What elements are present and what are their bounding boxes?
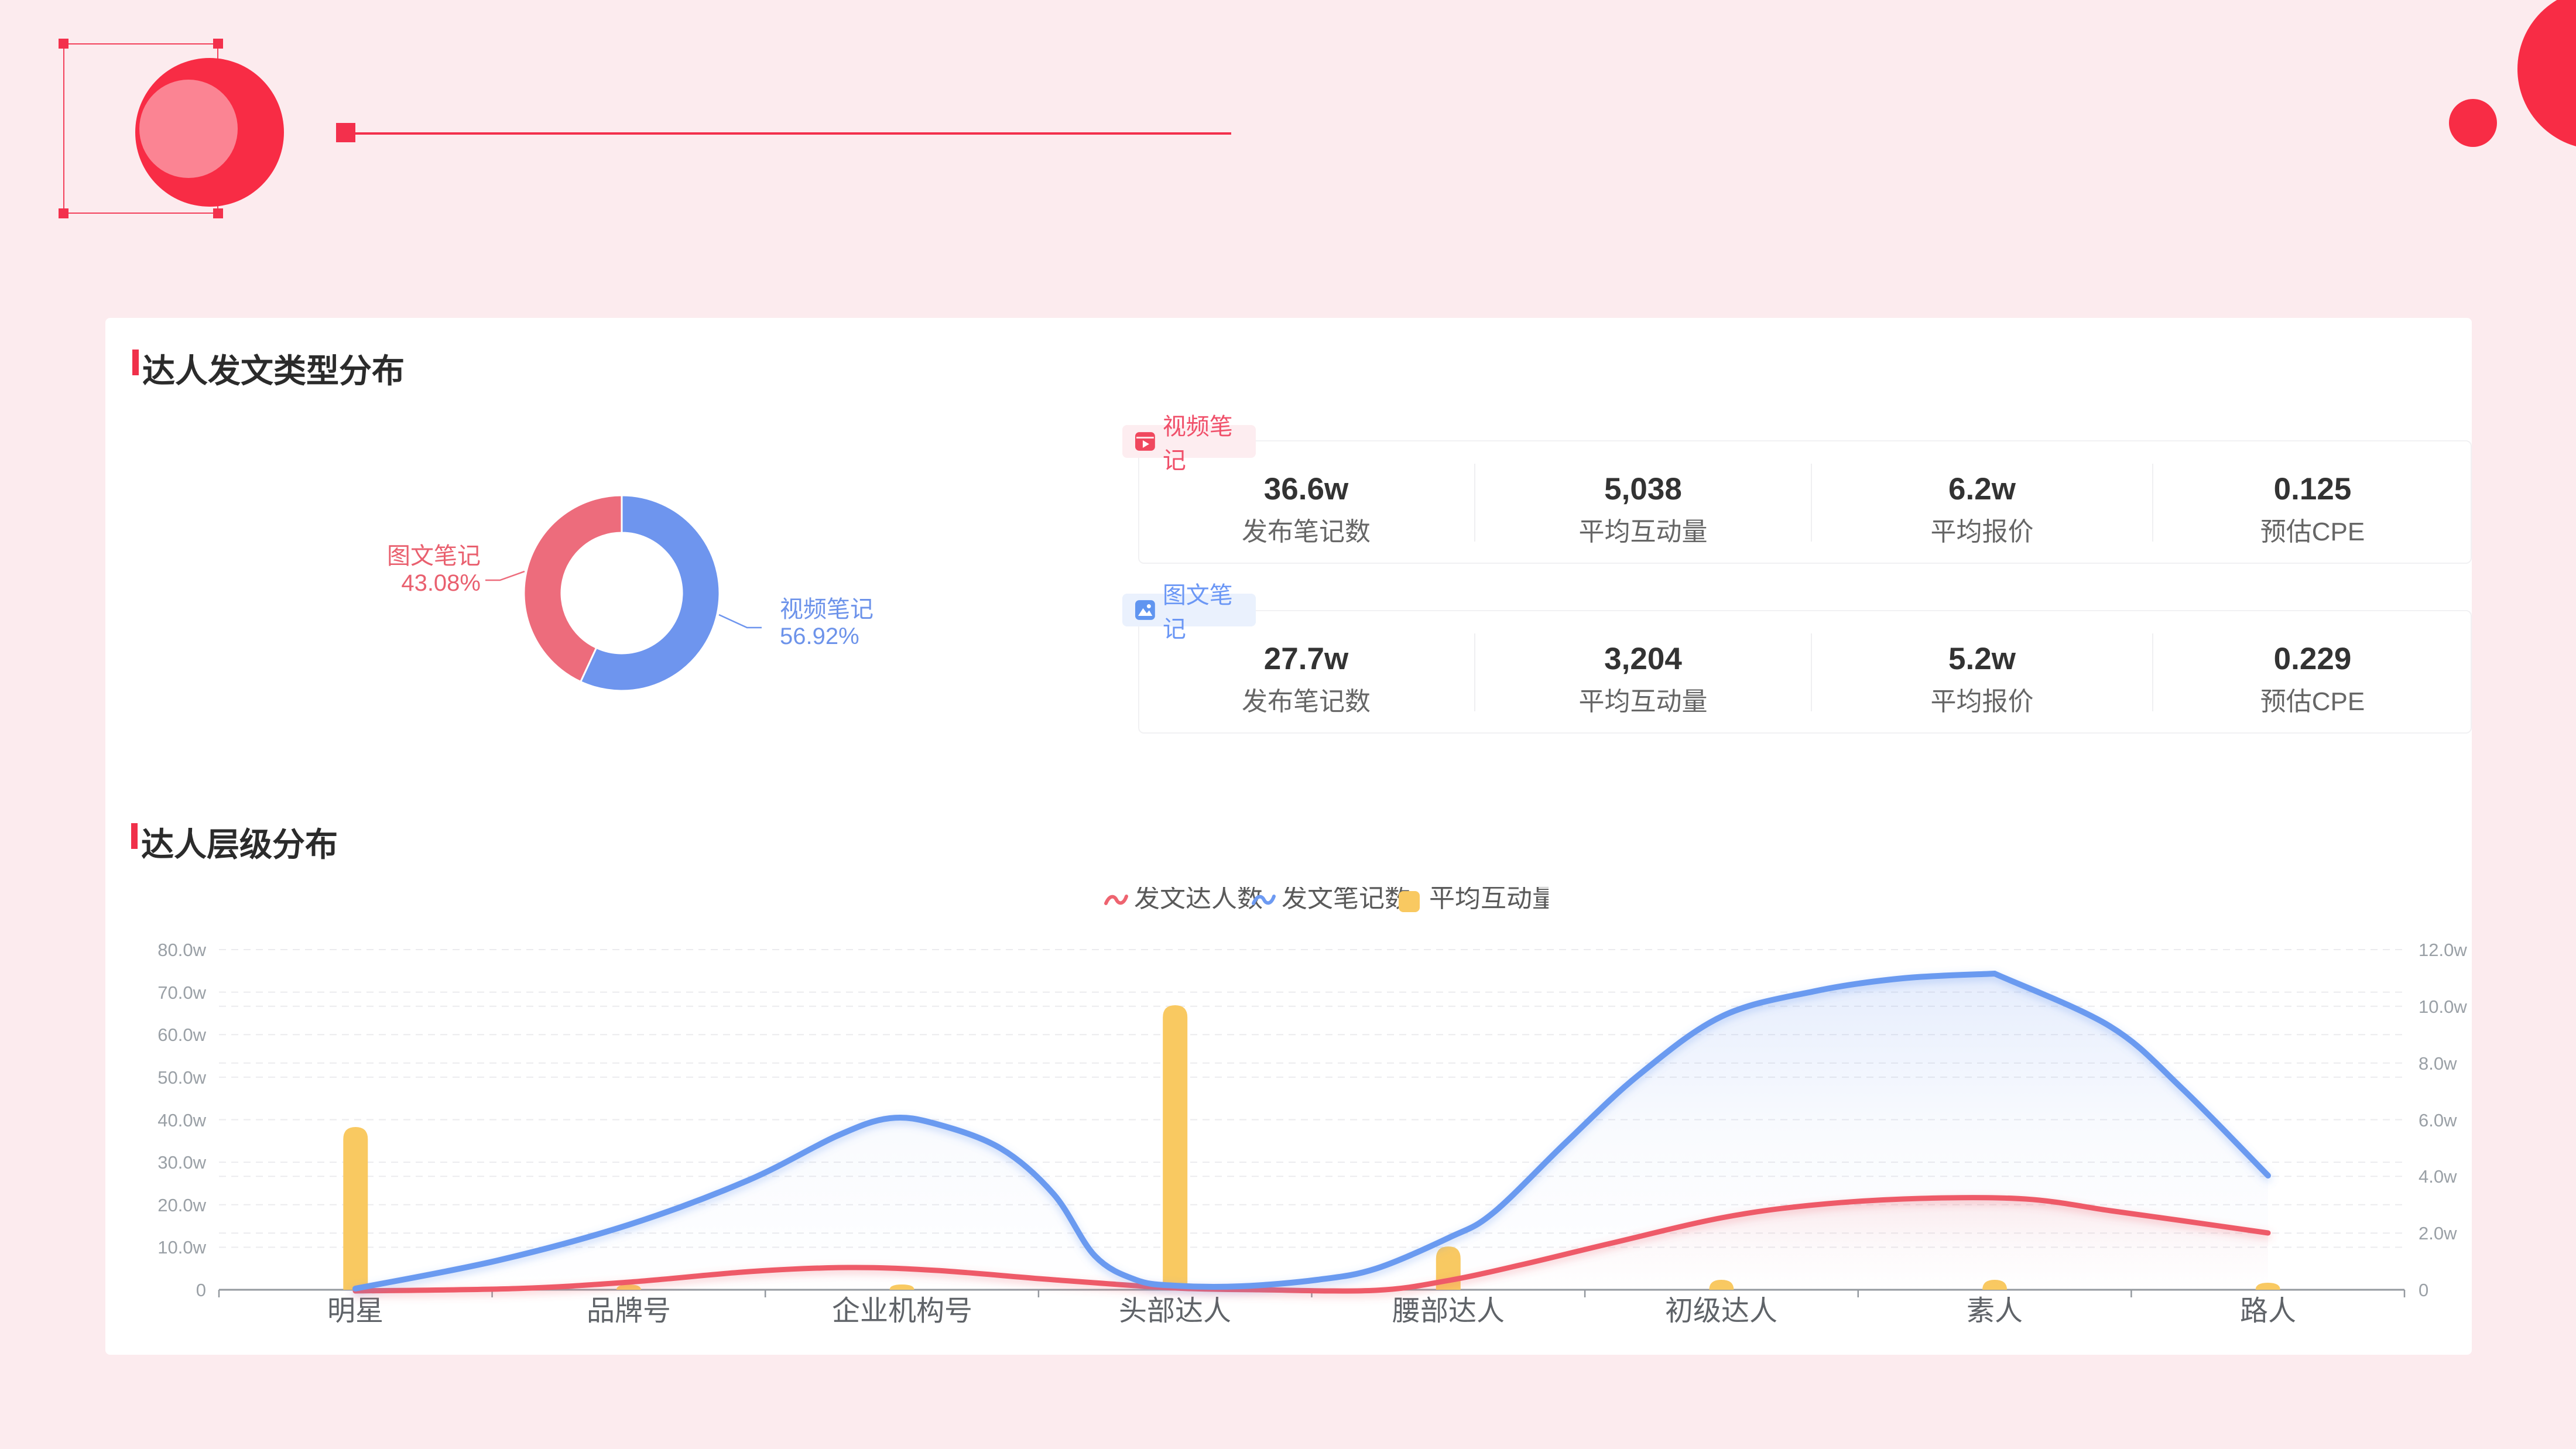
svg-text:发文达人数: 发文达人数 — [1134, 887, 1263, 913]
svg-text:图文笔记: 图文笔记 — [387, 543, 481, 569]
svg-text:4.0w: 4.0w — [2419, 1166, 2457, 1187]
svg-text:头部达人: 头部达人 — [1119, 1296, 1231, 1327]
svg-text:明星: 明星 — [327, 1296, 383, 1327]
svg-text:6.0w: 6.0w — [2419, 1110, 2457, 1131]
svg-text:10.0w: 10.0w — [2419, 996, 2467, 1017]
svg-text:8.0w: 8.0w — [2419, 1053, 2457, 1074]
svg-text:56.92%: 56.92% — [780, 624, 859, 649]
svg-text:2.0w: 2.0w — [2419, 1223, 2457, 1244]
svg-text:平均互动量: 平均互动量 — [1429, 887, 1549, 913]
svg-text:路人: 路人 — [2240, 1296, 2296, 1327]
svg-text:腰部达人: 腰部达人 — [1392, 1296, 1505, 1327]
svg-text:品牌号: 品牌号 — [587, 1296, 671, 1327]
svg-text:视频笔记: 视频笔记 — [780, 597, 873, 622]
svg-text:12.0w: 12.0w — [2419, 940, 2467, 960]
svg-text:30.0w: 30.0w — [157, 1152, 206, 1173]
svg-text:50.0w: 50.0w — [157, 1067, 206, 1088]
svg-text:60.0w: 60.0w — [157, 1025, 206, 1045]
svg-text:素人: 素人 — [1967, 1296, 2023, 1327]
svg-text:43.08%: 43.08% — [401, 570, 481, 596]
svg-text:发文笔记数: 发文笔记数 — [1282, 887, 1410, 913]
svg-text:初级达人: 初级达人 — [1665, 1296, 1777, 1327]
svg-text:企业机构号: 企业机构号 — [832, 1296, 972, 1327]
svg-text:10.0w: 10.0w — [157, 1237, 206, 1258]
svg-text:70.0w: 70.0w — [157, 982, 206, 1003]
svg-text:20.0w: 20.0w — [157, 1195, 206, 1215]
svg-text:0: 0 — [196, 1280, 206, 1300]
svg-text:0: 0 — [2419, 1280, 2428, 1300]
svg-text:40.0w: 40.0w — [157, 1110, 206, 1131]
svg-text:80.0w: 80.0w — [157, 940, 206, 960]
